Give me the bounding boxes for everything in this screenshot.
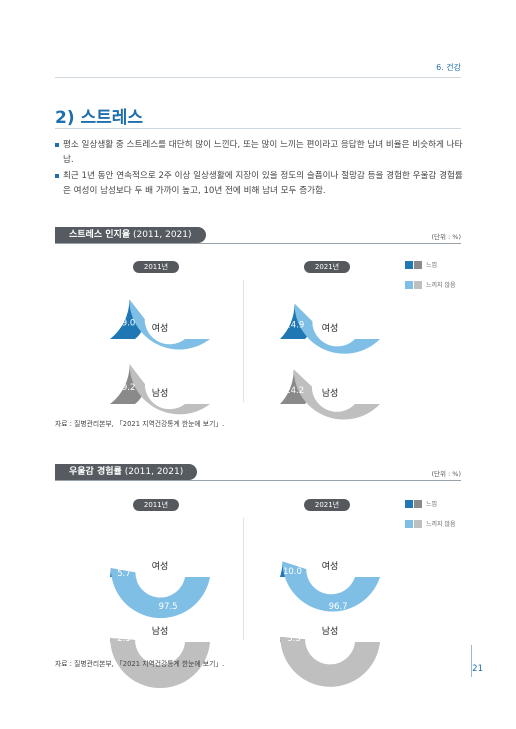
panel-title-bold: 우울감 경험률 xyxy=(69,467,122,477)
data-label-not-felt: 96.7 xyxy=(329,602,348,612)
legend-not-felt: 느끼지 않음 xyxy=(405,519,456,528)
bullet-item: 평소 일상생활 중 스트레스를 대단히 많이 느낀다, 또는 많이 느끼는 편이… xyxy=(55,138,463,168)
data-label-felt: 10.0 xyxy=(283,567,302,577)
group-label: 여성 xyxy=(322,560,339,572)
source-note: 자료 : 질병관리본부, 「2021 지역건강통계 한눈에 보기」. xyxy=(55,660,225,668)
panel-title-years: (2011, 2021) xyxy=(130,230,192,240)
legend-swatch-male xyxy=(414,260,422,269)
year-pill-2021: 2021년 xyxy=(304,499,350,511)
section-divider xyxy=(55,128,461,129)
slice-not-felt xyxy=(129,364,210,415)
data-label-felt: 24.9 xyxy=(285,321,304,331)
slice-not-felt xyxy=(110,638,210,689)
page-number: 21 xyxy=(472,664,483,674)
chapter-label: 6. 건강 xyxy=(436,63,461,72)
source-note: 자료 : 질병관리본부, 「2021 지역건강통계 한눈에 보기」. xyxy=(55,420,225,428)
data-label-not-felt: 75.1 xyxy=(329,299,348,309)
legend-felt: 느낌 xyxy=(405,499,437,508)
data-label-felt: 24.2 xyxy=(285,386,304,396)
data-label-not-felt: 90.0 xyxy=(329,537,348,547)
slice-not-felt xyxy=(110,568,210,619)
data-label-felt: 2.5 xyxy=(117,634,131,644)
bullet-text: 평소 일상생활 중 스트레스를 대단히 많이 느낀다, 또는 많이 느끼는 편이… xyxy=(63,140,463,165)
bullet-square-icon xyxy=(55,174,59,178)
legend-swatch-female xyxy=(405,519,413,528)
data-label-felt: 29.0 xyxy=(116,318,135,328)
data-label-felt: 3.3 xyxy=(287,634,301,644)
panel-title-bold: 스트레스 인지율 xyxy=(69,230,131,240)
group-label: 남성 xyxy=(322,626,339,637)
legend-swatch-female xyxy=(405,280,413,289)
panel-underline xyxy=(55,243,461,244)
legend-felt: 느낌 xyxy=(405,260,437,269)
panel-title-depression: 우울감 경험률 (2011, 2021) xyxy=(55,464,198,480)
data-label-felt: 29.2 xyxy=(116,383,135,393)
bullet-square-icon xyxy=(55,143,59,147)
data-label-felt: 5.7 xyxy=(117,569,131,579)
column-separator xyxy=(243,518,244,640)
unit-label: (단위 : %) xyxy=(431,233,461,241)
bullet-text: 최근 1년 동안 연속적으로 2주 이상 일상생활에 지장이 있을 정도의 슬픔… xyxy=(63,171,463,196)
bullet-item: 최근 1년 동안 연속적으로 2주 이상 일상생활에 지장이 있을 정도의 슬픔… xyxy=(55,169,463,199)
year-pill-2021: 2021년 xyxy=(304,261,350,273)
group-label: 남성 xyxy=(322,388,339,399)
header-divider xyxy=(55,77,461,78)
panel-title-stress: 스트레스 인지율 (2011, 2021) xyxy=(55,227,206,243)
legend-swatch-male xyxy=(414,280,422,289)
data-label-not-felt: 75.8 xyxy=(329,364,348,374)
panel-title-years: (2011, 2021) xyxy=(121,467,184,477)
group-label: 여성 xyxy=(152,322,169,334)
legend-swatch-female xyxy=(405,499,413,508)
year-pill-2011: 2011년 xyxy=(133,499,179,511)
legend-label: 느끼지 않음 xyxy=(426,521,456,528)
section-title: 2) 스트레스 xyxy=(55,108,144,128)
slice-not-felt xyxy=(282,561,380,612)
group-label: 남성 xyxy=(152,388,169,399)
legend-swatch-male xyxy=(414,499,422,508)
data-label-not-felt: 71.0 xyxy=(159,299,178,309)
legend-label: 느끼지 않음 xyxy=(426,282,456,289)
unit-label: (단위 : %) xyxy=(431,470,461,478)
group-label: 여성 xyxy=(322,322,339,334)
legend-not-felt: 느끼지 않음 xyxy=(405,280,456,289)
data-label-not-felt: 70.8 xyxy=(159,364,178,374)
legend-swatch-male xyxy=(414,519,422,528)
slice-not-felt xyxy=(294,303,380,354)
panel-underline xyxy=(55,480,461,481)
slice-not-felt xyxy=(293,369,380,420)
data-label-not-felt: 97.5 xyxy=(159,602,178,612)
legend-label: 느낌 xyxy=(426,501,438,508)
slice-not-felt xyxy=(129,299,210,350)
legend-swatch-female xyxy=(405,260,413,269)
page-marker-bar xyxy=(471,645,472,677)
group-label: 여성 xyxy=(152,560,169,572)
data-label-not-felt: 94.3 xyxy=(159,537,178,547)
column-separator xyxy=(243,280,244,402)
group-label: 남성 xyxy=(152,626,169,637)
year-pill-2011: 2011년 xyxy=(133,261,179,273)
legend-label: 느낌 xyxy=(426,262,438,269)
slice-not-felt xyxy=(280,636,380,687)
